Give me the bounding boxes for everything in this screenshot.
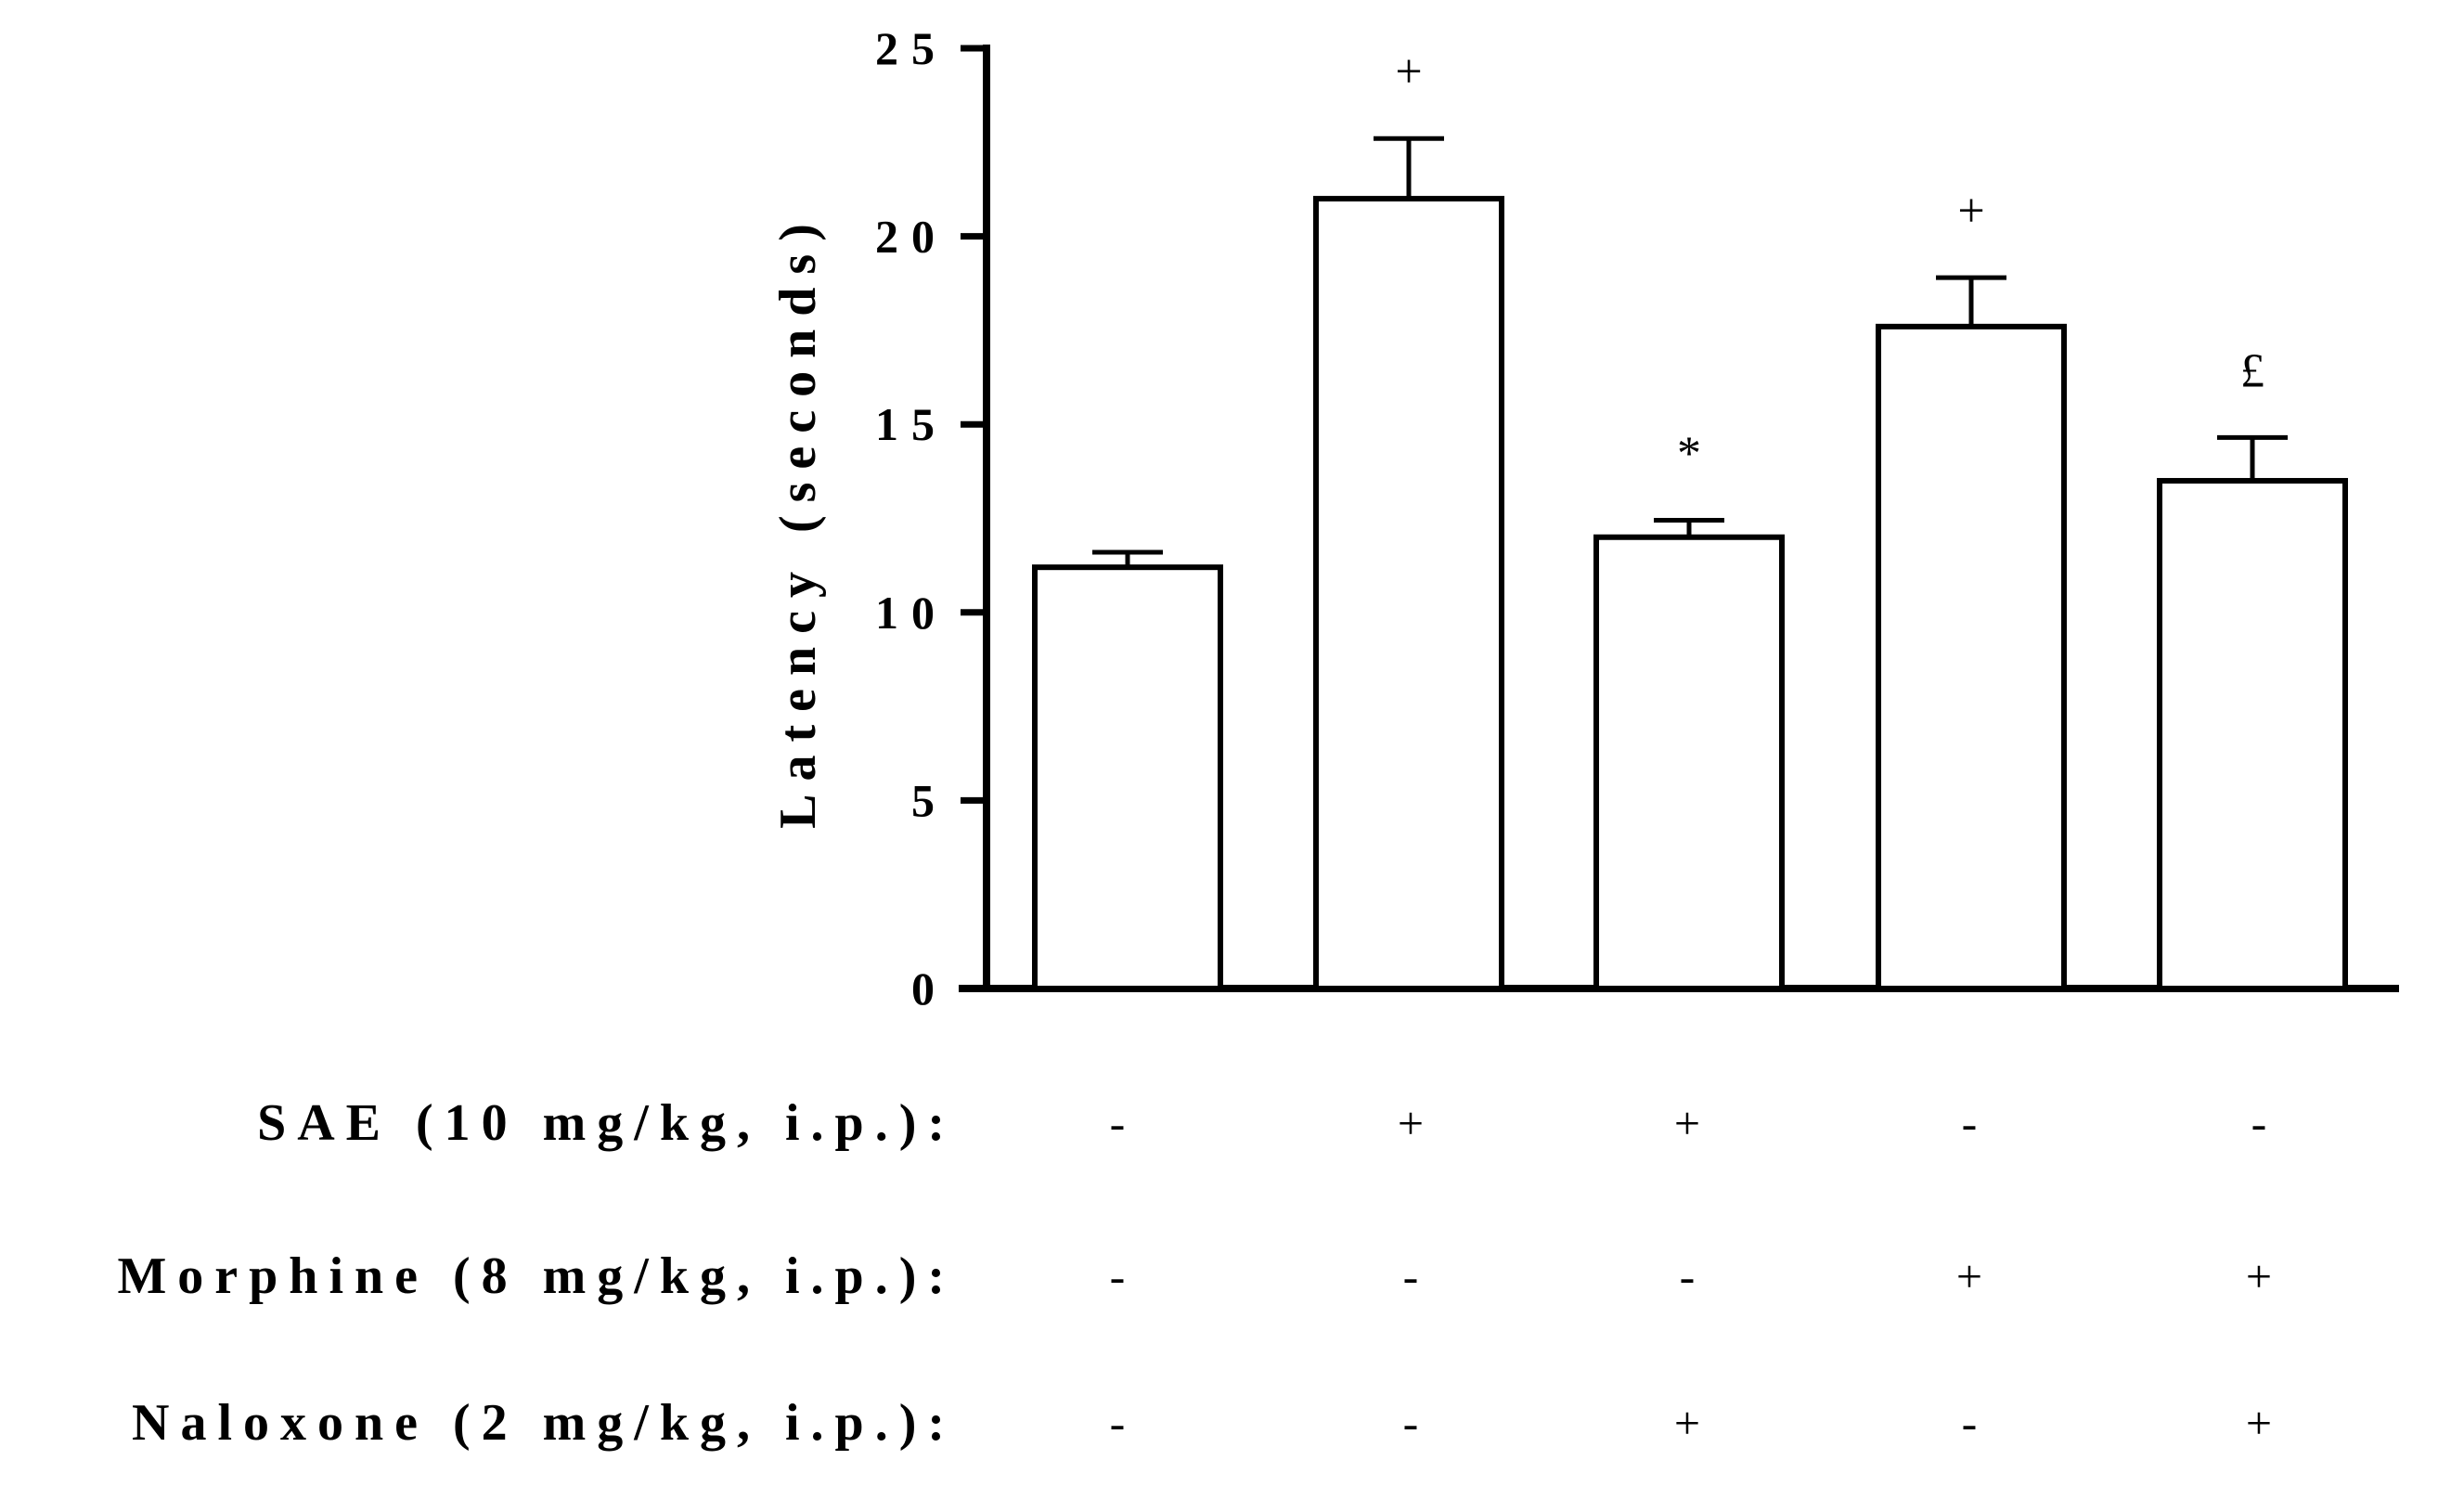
treatment-sign: - <box>2251 1097 2267 1149</box>
treatment-label: SAE (10 mg/kg, i.p.): <box>257 1094 956 1152</box>
y-tick-label: 20 <box>875 211 948 263</box>
treatment-sign: + <box>2246 1397 2272 1449</box>
y-tick-label: 0 <box>911 963 948 1014</box>
y-tick-label: 10 <box>875 587 948 639</box>
treatment-sign: - <box>1110 1250 1126 1302</box>
treatment-sign: - <box>1680 1250 1696 1302</box>
bar-5 <box>2157 477 2348 991</box>
significance-mark-4: + <box>1957 185 1984 238</box>
treatment-sign: + <box>2246 1250 2272 1302</box>
treatment-sign: - <box>1110 1397 1126 1449</box>
treatment-label: Naloxone (2 mg/kg, i.p.): <box>132 1394 956 1452</box>
bar-3 <box>1593 534 1785 991</box>
treatment-sign: - <box>1962 1097 1978 1149</box>
y-tick-label: 5 <box>911 774 948 826</box>
significance-mark-5: £ <box>2240 344 2264 397</box>
y-tick-label: 25 <box>875 22 948 74</box>
treatment-sign: + <box>1956 1250 1982 1302</box>
treatment-sign: - <box>1403 1397 1419 1449</box>
treatment-sign: - <box>1110 1097 1126 1149</box>
bar-2 <box>1313 196 1504 991</box>
treatment-sign: - <box>1403 1250 1419 1302</box>
bar-1 <box>1032 564 1223 992</box>
significance-mark-2: + <box>1395 45 1422 98</box>
treatment-sign: - <box>1962 1397 1978 1449</box>
annotations-group: + * + £ <box>1395 45 2264 480</box>
treatment-sign: + <box>1674 1097 1700 1149</box>
treatment-sign: + <box>1398 1097 1424 1149</box>
bar-4 <box>1876 323 2067 991</box>
bars-group <box>1032 136 2348 992</box>
treatment-table: SAE (10 mg/kg, i.p.): - + + - - Morphine (8 mg… <box>117 1094 2272 1452</box>
y-ticks-group: 0 5 10 15 20 25 <box>875 22 987 1014</box>
y-tick-label: 15 <box>875 398 948 450</box>
treatment-label: Morphine (8 mg/kg, i.p.): <box>117 1247 956 1305</box>
y-axis-title: Latency (seconds) <box>769 211 827 829</box>
significance-mark-3: * <box>1677 428 1701 481</box>
treatment-sign: + <box>1674 1397 1700 1449</box>
